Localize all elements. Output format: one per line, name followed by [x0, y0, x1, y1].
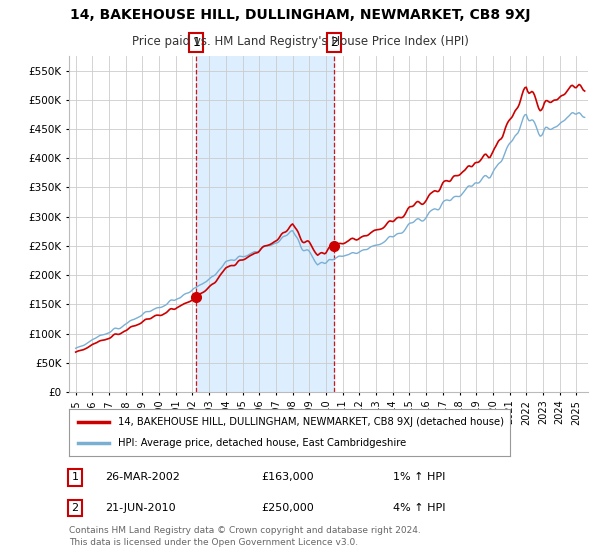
Text: 14, BAKEHOUSE HILL, DULLINGHAM, NEWMARKET, CB8 9XJ (detached house): 14, BAKEHOUSE HILL, DULLINGHAM, NEWMARKE… [118, 417, 503, 427]
Text: 2: 2 [330, 36, 338, 49]
Text: Contains HM Land Registry data © Crown copyright and database right 2024.
This d: Contains HM Land Registry data © Crown c… [69, 526, 421, 547]
Text: HPI: Average price, detached house, East Cambridgeshire: HPI: Average price, detached house, East… [118, 438, 406, 448]
Text: 1: 1 [193, 36, 200, 49]
Bar [196, 56, 334, 392]
Text: Price paid vs. HM Land Registry's House Price Index (HPI): Price paid vs. HM Land Registry's House … [131, 35, 469, 48]
Text: £250,000: £250,000 [261, 503, 314, 513]
Text: 21-JUN-2010: 21-JUN-2010 [105, 503, 176, 513]
Text: 14, BAKEHOUSE HILL, DULLINGHAM, NEWMARKET, CB8 9XJ: 14, BAKEHOUSE HILL, DULLINGHAM, NEWMARKE… [70, 8, 530, 22]
Text: 1% ↑ HPI: 1% ↑ HPI [393, 473, 445, 482]
Text: 26-MAR-2002: 26-MAR-2002 [105, 473, 180, 482]
Text: 4% ↑ HPI: 4% ↑ HPI [393, 503, 445, 513]
Text: £163,000: £163,000 [261, 473, 314, 482]
Text: 2: 2 [71, 503, 79, 513]
Text: 1: 1 [71, 473, 79, 482]
